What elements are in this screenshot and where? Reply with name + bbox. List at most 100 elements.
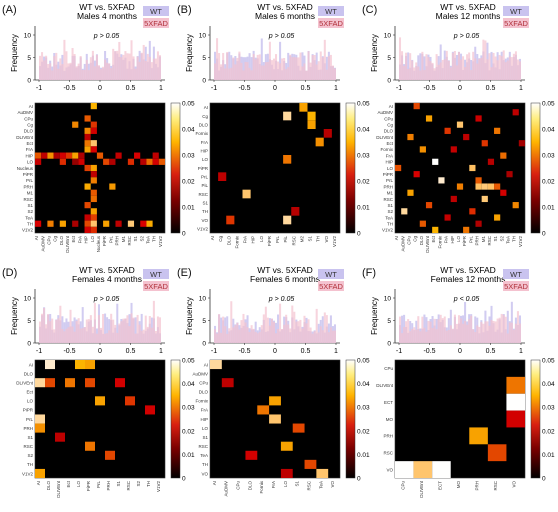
heatmap-cell [84,127,91,134]
hist-bar-5xfad [51,70,54,80]
heatmap-row-label: DLIVEnt [16,135,34,140]
heatmap-row-label: MO [386,417,394,422]
panel-letter: (B) [177,4,192,16]
hist-bar-5xfad [492,320,495,343]
heatmap-cell [469,208,476,215]
heatmap-cell [242,189,251,199]
heatmap-cell [500,189,507,196]
heatmap-row-label: RSC [383,197,393,202]
hist-bar-5xfad [419,70,422,80]
heatmap-row-label: DLIVEnt [16,380,34,385]
heatmap-row-label: TH [202,462,208,467]
hist-bar-5xfad [236,57,239,80]
hist-bar-5xfad [156,51,159,80]
heatmap-cell [413,461,433,478]
hist-bar-5xfad [297,57,300,80]
hist-bar-5xfad [466,324,469,343]
heatmap-row-label: RSC [23,197,33,202]
hist-bar-5xfad [272,321,275,343]
hist-bar-5xfad [474,58,477,80]
heatmap-col-label: Fornix [437,235,442,248]
heatmap-col-label: DLO [46,481,51,491]
heatmap-cell [419,220,426,227]
hist-bar-5xfad [504,316,507,343]
hist-bar-5xfad [500,56,503,80]
heatmap-cell [512,109,519,116]
hist-bar-5xfad [108,63,111,80]
hist-x-tick-label: -1 [396,85,402,92]
heatmap-cell [518,140,525,147]
chart-title-line1: WT vs. 5XFAD [440,2,496,12]
heatmap-row-label: PiL [201,183,208,188]
heatmap-cell [395,164,402,172]
heatmap-cell [90,195,97,203]
hist-bar-5xfad [67,63,70,80]
hist-bar-5xfad [238,51,241,80]
hist-bar-5xfad [55,52,58,80]
hist-bar-5xfad [228,68,231,80]
p-value-label: p > 0.05 [93,296,120,303]
p-value-label: p > 0.05 [268,296,295,303]
hist-bar-5xfad [449,67,452,80]
hist-x-tick-label: -1 [396,348,402,355]
heatmap-row-label: S2 [27,453,33,458]
hist-bar-5xfad [512,329,515,343]
hist-bar-5xfad [460,59,463,80]
hist-y-tick-label: 10 [24,296,32,303]
heatmap-col-label: CPu [46,236,51,245]
hist-bar-5xfad [311,55,314,80]
hist-bar-5xfad [236,322,239,343]
hist-bar-5xfad [140,52,143,80]
heatmap-col-label: DLIVEnt [56,480,61,498]
hist-bar-5xfad [291,305,294,343]
hist-bar-5xfad [516,311,519,343]
heatmap-cell [494,214,501,221]
heatmap-row-label: V1V2 [22,471,34,476]
hist-bar-5xfad [118,41,121,80]
colorbar-tick-label: 0 [182,476,186,483]
hist-bar-5xfad [158,55,161,80]
hist-bar-5xfad [327,332,330,343]
heatmap-col-label: Fornix [259,480,264,493]
hist-bar-5xfad [77,63,80,80]
heatmap-cell [494,183,501,190]
hist-bar-5xfad [262,314,265,343]
heatmap-cell [59,220,66,227]
heatmap-col-label: AI [394,236,399,240]
heatmap-cell [152,158,159,165]
hist-x-tick-label: -0.5 [423,85,435,92]
hist-bar-5xfad [319,51,322,80]
hist-bar-5xfad [95,333,98,343]
heatmap-cell [299,103,308,112]
hist-bar-5xfad [333,68,336,80]
colorbar [345,102,356,234]
heatmap-row-label: S1 [202,435,208,440]
heatmap-col-label: TeA [506,236,511,244]
hist-bar-5xfad [289,328,292,343]
hist-bar-wt [275,322,278,343]
heatmap-col-label: M1 [121,236,126,243]
hist-bar-wt [439,44,442,80]
heatmap-row-label: VO [201,218,208,223]
colorbar-tick-label: 0.05 [542,101,555,108]
heatmap-col-label: AuDMV [40,236,45,252]
colorbar-tick-label: 0.01 [357,205,370,212]
heatmap-col-label: RSC [306,480,311,490]
heatmap-cell [55,432,65,442]
heatmap-cell [226,215,235,225]
heatmap-cell [245,450,258,460]
hist-bar-5xfad [409,53,412,80]
hist-bar-5xfad [152,58,155,80]
hist-bar-5xfad [401,333,404,343]
heatmap-col-label: FrA [444,236,449,243]
heatmap-col-label: TH [152,236,157,242]
heatmap-row-label: Cg [27,122,33,127]
heatmap-row-label: TeA [385,215,393,220]
hist-bar-wt [401,315,404,343]
hist-bar-5xfad [299,52,302,80]
hist-bar-5xfad [238,329,241,343]
hist-bar-5xfad [331,65,334,80]
heatmap-col-label: Cg [53,236,58,242]
hist-bar-5xfad [256,54,259,80]
